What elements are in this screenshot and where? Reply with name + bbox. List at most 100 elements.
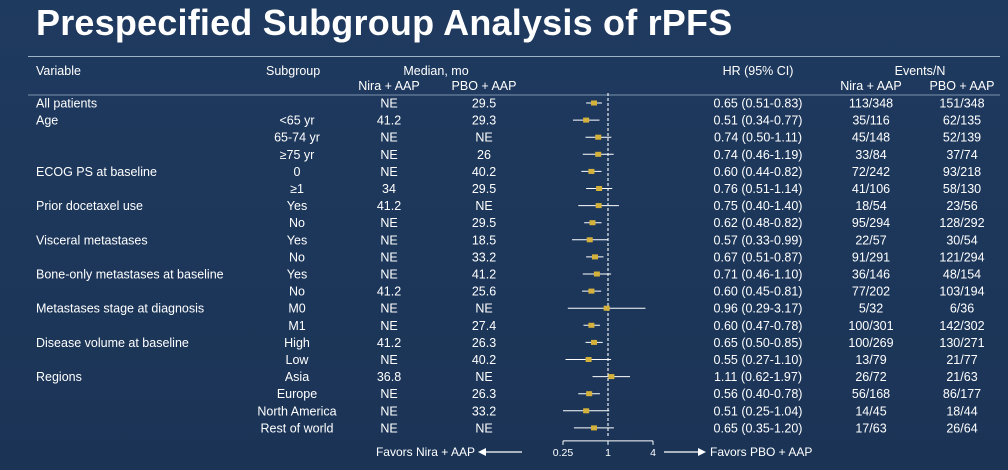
x-tick-label: 0.25	[553, 447, 574, 459]
table-row: No 41.2 25.6 0.60 (0.45-0.81) 77/202 103/194	[289, 285, 985, 299]
column-headers: Variable Subgroup Median, mo Nira + AAP …	[36, 64, 994, 93]
row-hr-text: 0.57 (0.33-0.99)	[714, 233, 803, 247]
row-hr-text: 0.65 (0.35-1.20)	[714, 421, 803, 435]
row-subgroup: Yes	[287, 199, 307, 213]
header-events-nira: Nira + AAP	[840, 79, 902, 93]
row-median-nira: NE	[380, 131, 397, 145]
row-hr-text: 0.55 (0.27-1.10)	[714, 353, 803, 367]
row-median-pbo: 29.5	[472, 216, 496, 230]
row-events-nira: 77/202	[852, 285, 890, 299]
header-median-nira: Nira + AAP	[358, 79, 420, 93]
table-row: Bone-only metastases at baseline Yes NE 41.…	[36, 268, 981, 282]
hr-point	[586, 237, 593, 243]
header-hr: HR (95% CI)	[723, 64, 794, 78]
row-hr-text: 0.51 (0.34-0.77)	[714, 114, 803, 128]
hr-point	[588, 288, 595, 294]
row-median-nira: NE	[380, 353, 397, 367]
row-events-pbo: 23/56	[946, 199, 977, 213]
hr-point	[592, 254, 599, 260]
row-hr-text: 0.74 (0.46-1.19)	[714, 148, 803, 162]
row-median-nira: 41.2	[377, 199, 401, 213]
table-row: Prior docetaxel use Yes 41.2 NE 0.75 (0.40-1…	[36, 199, 978, 213]
row-subgroup: No	[289, 250, 305, 264]
row-events-pbo: 128/292	[939, 216, 984, 230]
row-events-pbo: 86/177	[943, 387, 981, 401]
row-subgroup: M0	[288, 302, 305, 316]
title-divider	[28, 56, 1000, 57]
row-events-nira: 72/242	[852, 165, 890, 179]
row-events-nira: 95/294	[852, 216, 890, 230]
row-median-nira: NE	[380, 233, 397, 247]
hr-point	[595, 151, 602, 157]
table-row: M1 NE 27.4 0.60 (0.47-0.78) 100/301 142/302	[288, 319, 984, 333]
table-rows: All patients NE 29.5 0.65 (0.51-0.83) 113/34…	[36, 97, 985, 436]
table-row: Metastases stage at diagnosis M0 NE NE 0.96 …	[36, 302, 974, 316]
row-events-nira: 5/32	[859, 302, 883, 316]
row-events-pbo: 48/154	[943, 268, 981, 282]
hr-point	[589, 220, 596, 226]
row-variable: Metastases stage at diagnosis	[36, 302, 204, 316]
row-events-pbo: 58/130	[943, 182, 981, 196]
hr-point	[595, 203, 602, 209]
row-median-pbo: 26	[477, 148, 491, 162]
row-median-nira: NE	[380, 421, 397, 435]
row-events-pbo: 6/36	[950, 302, 974, 316]
row-hr-text: 0.96 (0.29-3.17)	[714, 302, 803, 316]
table-row: 65-74 yr NE NE 0.74 (0.50-1.11) 45/148 52/139	[274, 131, 981, 145]
row-hr-text: 0.60 (0.44-0.82)	[714, 165, 803, 179]
header-events: Events/N	[895, 64, 946, 78]
row-events-nira: 33/84	[855, 148, 886, 162]
row-median-pbo: 25.6	[472, 285, 496, 299]
row-events-nira: 14/45	[855, 404, 886, 418]
row-events-nira: 113/348	[849, 97, 893, 111]
row-median-nira: NE	[380, 387, 397, 401]
row-subgroup: High	[284, 336, 310, 350]
table-row: No NE 29.5 0.62 (0.48-0.82) 95/294 128/292	[289, 216, 985, 230]
table-row: Rest of world NE NE 0.65 (0.35-1.20) 17/63 26…	[261, 421, 978, 435]
hr-point	[596, 186, 603, 191]
row-variable: Age	[36, 114, 58, 128]
row-hr-text: 0.60 (0.45-0.81)	[714, 285, 803, 299]
header-subgroup: Subgroup	[266, 64, 320, 78]
row-events-nira: 26/72	[855, 370, 886, 384]
x-tick-label: 1	[605, 447, 611, 459]
row-hr-text: 0.51 (0.25-1.04)	[714, 404, 803, 418]
row-events-pbo: 30/54	[946, 233, 977, 247]
row-subgroup: North America	[257, 404, 336, 418]
row-median-nira: 41.2	[377, 336, 401, 350]
row-median-nira: 41.2	[377, 285, 401, 299]
row-median-pbo: 29.3	[472, 114, 496, 128]
row-median-pbo: 18.5	[472, 233, 496, 247]
row-events-pbo: 93/218	[943, 165, 981, 179]
row-variable: All patients	[36, 97, 97, 111]
row-variable: Regions	[36, 370, 82, 384]
row-median-pbo: 26.3	[472, 336, 496, 350]
row-hr-text: 0.71 (0.46-1.10)	[714, 268, 803, 282]
row-median-pbo: 26.3	[472, 387, 496, 401]
footer: Favors Nira + AAP Favors PBO + AAP	[376, 445, 812, 459]
row-events-nira: 13/79	[855, 353, 886, 367]
row-events-nira: 41/106	[852, 182, 890, 196]
row-median-pbo: 33.2	[472, 250, 496, 264]
table-row: North America NE 33.2 0.51 (0.25-1.04) 14/45…	[257, 404, 977, 418]
row-events-pbo: 21/63	[946, 370, 977, 384]
table-row: Disease volume at baseline High 41.2 26.3 0.…	[36, 336, 985, 350]
hr-point	[583, 408, 590, 414]
row-median-pbo: NE	[475, 131, 492, 145]
hr-point	[583, 117, 590, 123]
table-row: Age <65 yr 41.2 29.3 0.51 (0.34-0.77) 35/116 6…	[36, 114, 981, 128]
header-median-pbo: PBO + AAP	[452, 79, 517, 93]
row-events-nira: 22/57	[855, 233, 886, 247]
row-subgroup: Low	[286, 353, 310, 367]
table-row: ≥75 yr NE 26 0.74 (0.46-1.19) 33/84 37/74	[280, 148, 978, 162]
plot-area: 0.25 1 4	[478, 93, 706, 459]
row-median-nira: NE	[380, 404, 397, 418]
table-row: Regions Asia 36.8 NE 1.11 (0.62-1.97) 26/72 21…	[36, 370, 978, 384]
header-variable: Variable	[36, 64, 81, 78]
row-subgroup: <65 yr	[279, 114, 314, 128]
hr-point	[595, 134, 602, 140]
row-hr-text: 0.75 (0.40-1.40)	[714, 199, 803, 213]
row-subgroup: Europe	[277, 387, 317, 401]
row-subgroup: ≥75 yr	[280, 148, 315, 162]
